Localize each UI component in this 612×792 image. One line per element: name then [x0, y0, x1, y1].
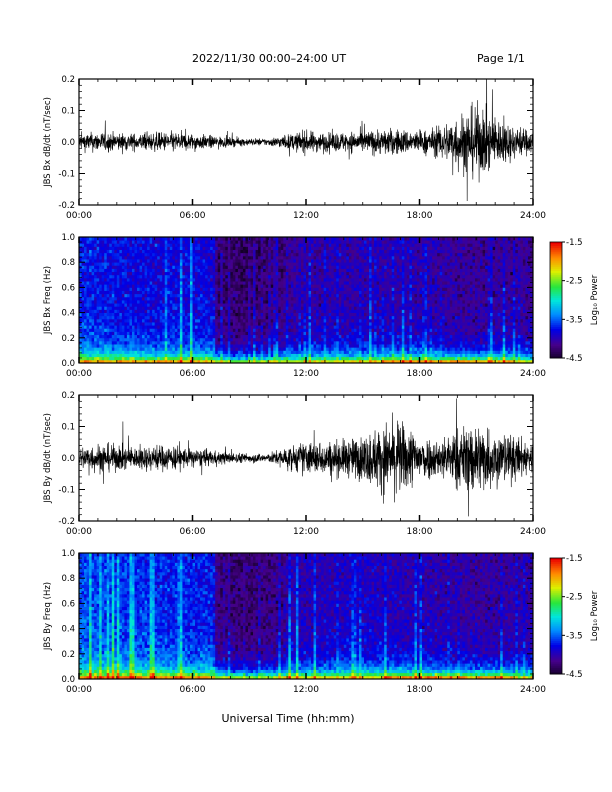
y-tick-label: 0.2: [61, 334, 75, 344]
y-tick-label: 0.2: [61, 75, 75, 85]
y-tick-label: -0.1: [58, 486, 75, 496]
y-tick-label: 0.0: [61, 454, 75, 464]
line-panel-0-axes: 00:00 06:00 12:00 18:00 24:00 -0.2 -0.1 0.0 0.1 0…: [43, 75, 546, 221]
dbdt-trace: [79, 79, 533, 202]
spectrogram-panel-3-frame: [78, 552, 534, 680]
spectrogram-panel-1-ylabel: JBS Bx Freq (Hz): [43, 266, 53, 335]
x-tick-label: 24:00: [520, 527, 546, 537]
dbdt-trace: [79, 398, 533, 517]
colorbar-label: Log₁₀ Power: [590, 590, 600, 641]
line-panel-0-ylabel: JBS Bx dB/dt (nT/sec): [43, 97, 53, 188]
colorbar-tick-label: -2.5: [566, 277, 583, 287]
line-panel-2-frame: [78, 394, 534, 522]
colorbar-frame: [549, 557, 563, 675]
x-tick-label: 18:00: [407, 685, 433, 695]
colorbar-label: Log₁₀ Power: [590, 274, 600, 325]
x-tick-label: 12:00: [293, 685, 319, 695]
x-tick-label: 00:00: [66, 369, 92, 379]
x-tick-label: 18:00: [407, 369, 433, 379]
y-tick-label: 0.8: [61, 574, 75, 584]
x-tick-label: 06:00: [180, 369, 206, 379]
y-tick-label: 0.8: [61, 258, 75, 268]
colorbar-frame: [549, 241, 563, 359]
date-range-header: 2022/11/30 00:00–24:00 UT: [192, 52, 347, 65]
line-panel-2-ylabel: JBS By dB/dt (nT/sec): [43, 413, 53, 504]
colorbar-tick-label: -3.5: [566, 631, 583, 641]
x-tick-label: 24:00: [520, 369, 546, 379]
colorbar-tick-label: -1.5: [566, 554, 583, 564]
y-tick-label: 0.6: [61, 599, 75, 609]
colorbar-tick-label: -4.5: [566, 354, 583, 364]
y-tick-label: 0.0: [61, 675, 75, 685]
y-tick-label: 0.2: [61, 391, 75, 401]
y-tick-label: 1.0: [61, 549, 75, 559]
y-tick-label: 0.2: [61, 650, 75, 660]
page-number: Page 1/1: [477, 52, 525, 65]
spectrogram-panel-3: -1.5 -2.5 -3.5 -4.5 Log₁₀ Power: [79, 553, 600, 680]
colorbar-tick-label: -4.5: [566, 670, 583, 680]
x-tick-label: 00:00: [66, 685, 92, 695]
spectrogram-panel-1-axes: 00:00 06:00 12:00 18:00 24:00 0.0 0.2 0.4 0.6 0.8…: [43, 233, 546, 379]
line-panel-2: [79, 398, 533, 517]
y-tick-label: 0.4: [61, 625, 75, 635]
x-tick-label: 00:00: [66, 527, 92, 537]
y-tick-label: 0.6: [61, 283, 75, 293]
x-tick-label: 12:00: [293, 369, 319, 379]
x-tick-label: 12:00: [293, 527, 319, 537]
line-panel-0: [79, 79, 533, 202]
y-tick-label: 1.0: [61, 233, 75, 243]
y-tick-label: 0.1: [61, 107, 75, 117]
colorbar-tick-label: -2.5: [566, 593, 583, 603]
y-tick-label: 0.4: [61, 309, 75, 319]
x-tick-label: 06:00: [180, 685, 206, 695]
x-tick-label: 24:00: [520, 685, 546, 695]
spectrogram-panel-3-ylabel: JBS By Freq (Hz): [43, 582, 53, 651]
spectrogram-panel-1-frame: [78, 236, 534, 364]
x-tick-label: 06:00: [180, 211, 206, 221]
x-tick-label: 18:00: [407, 211, 433, 221]
colorbar: -1.5 -2.5 -3.5 -4.5 Log₁₀ Power: [549, 554, 600, 680]
x-axis-label: Universal Time (hh:mm): [222, 712, 355, 725]
colorbar: -1.5 -2.5 -3.5 -4.5 Log₁₀ Power: [549, 238, 600, 364]
colorbar-tick-label: -3.5: [566, 315, 583, 325]
x-tick-label: 18:00: [407, 527, 433, 537]
line-panel-0-frame: [78, 78, 534, 206]
spectrogram-panel-3-axes: 00:00 06:00 12:00 18:00 24:00 0.0 0.2 0.4 0.6 0.8…: [43, 549, 546, 695]
y-tick-label: -0.2: [58, 517, 75, 527]
colorbar-tick-label: -1.5: [566, 238, 583, 248]
spectrogram-image: [79, 553, 534, 680]
x-tick-label: 24:00: [520, 211, 546, 221]
y-tick-label: -0.1: [58, 170, 75, 180]
x-tick-label: 12:00: [293, 211, 319, 221]
y-tick-label: -0.2: [58, 201, 75, 211]
y-tick-label: 0.1: [61, 423, 75, 433]
y-tick-label: 0.0: [61, 359, 75, 369]
x-tick-label: 06:00: [180, 527, 206, 537]
spectrogram-panel-1: -1.5 -2.5 -3.5 -4.5 Log₁₀ Power: [79, 237, 600, 364]
x-tick-label: 00:00: [66, 211, 92, 221]
spectrogram-image: [79, 237, 534, 364]
y-tick-label: 0.0: [61, 138, 75, 148]
line-panel-2-axes: 00:00 06:00 12:00 18:00 24:00 -0.2 -0.1 0.0 0.1 0…: [43, 391, 546, 537]
